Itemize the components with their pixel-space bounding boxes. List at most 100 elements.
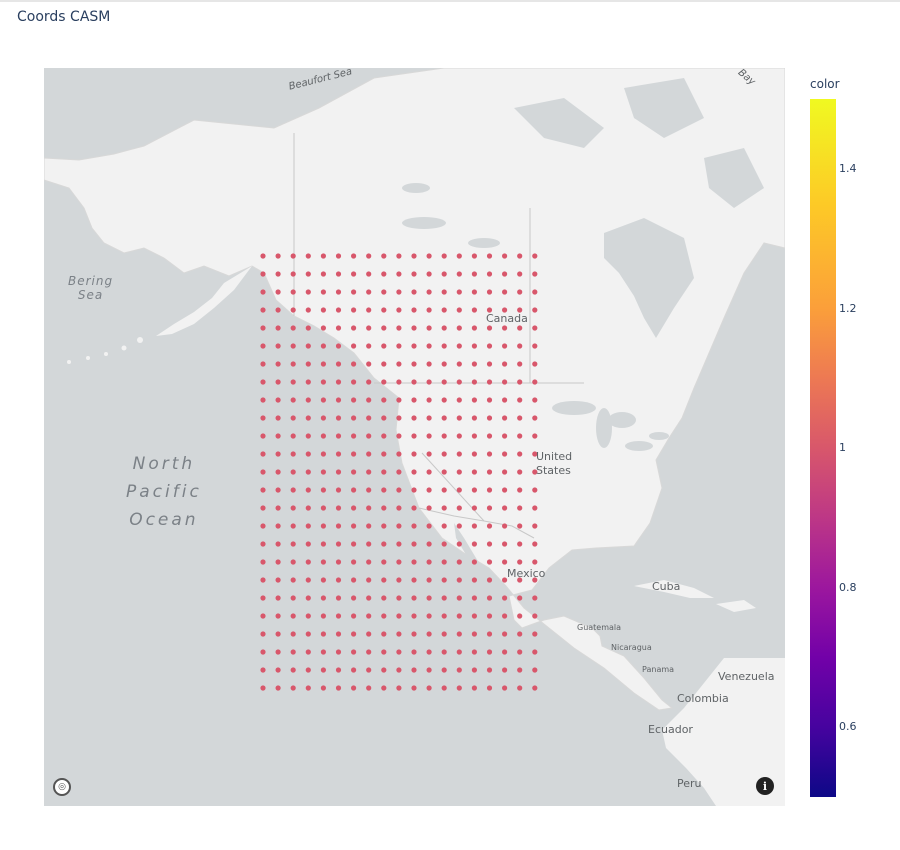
scatter-point[interactable] (517, 505, 523, 511)
scatter-point[interactable] (411, 541, 417, 547)
scatter-point[interactable] (426, 343, 432, 349)
scatter-point[interactable] (456, 361, 462, 367)
scatter-point[interactable] (471, 433, 477, 439)
scatter-point[interactable] (335, 343, 342, 349)
scatter-point[interactable] (396, 505, 402, 511)
scatter-point[interactable] (441, 325, 447, 331)
scatter-point[interactable] (471, 415, 477, 421)
scatter-point[interactable] (396, 289, 402, 295)
scatter-point[interactable] (305, 397, 311, 403)
scatter-point[interactable] (502, 397, 508, 403)
scatter-point[interactable] (366, 505, 372, 511)
scatter-point[interactable] (290, 523, 296, 529)
scatter-point[interactable] (426, 271, 432, 277)
scatter-point[interactable] (532, 253, 538, 259)
scatter-point[interactable] (381, 433, 387, 439)
scatter-point[interactable] (456, 343, 462, 349)
scatter-point[interactable] (486, 541, 493, 547)
scatter-point[interactable] (502, 523, 508, 529)
scatter-point[interactable] (381, 631, 387, 637)
scatter-point[interactable] (275, 271, 281, 277)
scatter-point[interactable] (260, 451, 266, 457)
scatter-point[interactable] (260, 685, 266, 691)
scatter-point[interactable] (260, 631, 266, 637)
scatter-point[interactable] (532, 415, 538, 421)
scatter-point[interactable] (486, 649, 493, 655)
scatter-point[interactable] (351, 649, 357, 655)
scatter-point[interactable] (396, 577, 402, 583)
scatter-point[interactable] (396, 415, 402, 421)
scatter-point[interactable] (441, 595, 447, 601)
scatter-point[interactable] (260, 361, 266, 367)
scatter-point[interactable] (381, 613, 387, 619)
scatter-point[interactable] (411, 325, 417, 331)
scatter-point[interactable] (335, 595, 342, 601)
scatter-point[interactable] (411, 379, 417, 385)
map-view[interactable]: Beaufort Sea Bay Bering Sea North Pacifi… (44, 68, 785, 806)
scatter-point[interactable] (320, 523, 326, 529)
scatter-point[interactable] (471, 379, 477, 385)
scatter-point[interactable] (381, 469, 387, 475)
scatter-point[interactable] (305, 289, 311, 295)
scatter-point[interactable] (486, 415, 493, 421)
scatter-point[interactable] (335, 487, 342, 493)
scatter-point[interactable] (290, 289, 296, 295)
scatter-point[interactable] (426, 541, 432, 547)
scatter-point[interactable] (335, 523, 342, 529)
scatter-point[interactable] (396, 541, 402, 547)
scatter-point[interactable] (426, 325, 432, 331)
scatter-point[interactable] (471, 307, 477, 313)
scatter-point[interactable] (335, 505, 342, 511)
scatter-point[interactable] (426, 379, 432, 385)
scatter-point[interactable] (275, 505, 281, 511)
scatter-point[interactable] (426, 505, 432, 511)
scatter-point[interactable] (532, 397, 538, 403)
scatter-point[interactable] (396, 523, 402, 529)
scatter-point[interactable] (366, 343, 372, 349)
scatter-point[interactable] (366, 271, 372, 277)
scatter-point[interactable] (441, 397, 447, 403)
scatter-point[interactable] (502, 505, 508, 511)
scatter-point[interactable] (366, 469, 372, 475)
scatter-point[interactable] (275, 685, 281, 691)
mapbox-logo-icon[interactable]: ◎ (53, 778, 71, 796)
scatter-point[interactable] (396, 559, 402, 565)
scatter-point[interactable] (471, 523, 477, 529)
scatter-point[interactable] (396, 253, 402, 259)
scatter-point[interactable] (290, 577, 296, 583)
scatter-point[interactable] (471, 361, 477, 367)
scatter-point[interactable] (456, 271, 462, 277)
scatter-point[interactable] (305, 685, 311, 691)
scatter-point[interactable] (366, 577, 372, 583)
scatter-point[interactable] (456, 325, 462, 331)
scatter-point[interactable] (396, 685, 402, 691)
scatter-point[interactable] (426, 397, 432, 403)
scatter-point[interactable] (441, 253, 447, 259)
scatter-point[interactable] (305, 433, 311, 439)
scatter-point[interactable] (517, 325, 523, 331)
scatter-point[interactable] (532, 667, 538, 673)
scatter-point[interactable] (396, 667, 402, 673)
scatter-point[interactable] (366, 685, 372, 691)
scatter-point[interactable] (456, 541, 462, 547)
scatter-point[interactable] (411, 631, 417, 637)
scatter-point[interactable] (456, 415, 462, 421)
scatter-point[interactable] (486, 343, 493, 349)
scatter-point[interactable] (335, 613, 342, 619)
scatter-point[interactable] (366, 559, 372, 565)
scatter-point[interactable] (275, 487, 281, 493)
scatter-point[interactable] (441, 631, 447, 637)
scatter-point[interactable] (351, 469, 357, 475)
scatter-point[interactable] (532, 613, 538, 619)
scatter-point[interactable] (396, 631, 402, 637)
scatter-point[interactable] (502, 595, 508, 601)
scatter-point[interactable] (517, 415, 523, 421)
scatter-point[interactable] (335, 325, 342, 331)
scatter-point[interactable] (335, 289, 342, 295)
scatter-point[interactable] (471, 289, 477, 295)
scatter-point[interactable] (517, 613, 523, 619)
scatter-point[interactable] (517, 649, 523, 655)
info-icon[interactable]: i (756, 777, 774, 795)
scatter-point[interactable] (260, 505, 266, 511)
scatter-point[interactable] (366, 253, 372, 259)
